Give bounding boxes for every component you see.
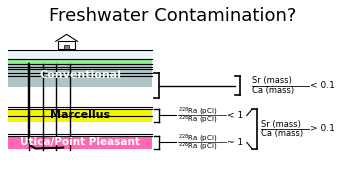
FancyBboxPatch shape: [8, 63, 152, 67]
Text: > 0.1: > 0.1: [310, 124, 335, 133]
Text: < 1: < 1: [227, 111, 244, 120]
FancyBboxPatch shape: [8, 63, 152, 87]
Text: < 0.1: < 0.1: [310, 81, 335, 90]
Text: Marcellus: Marcellus: [50, 110, 110, 120]
Text: Utica/Point Pleasant: Utica/Point Pleasant: [20, 137, 140, 147]
FancyBboxPatch shape: [58, 41, 75, 49]
Text: $^{228}$Ra (pCi): $^{228}$Ra (pCi): [178, 105, 217, 118]
Text: Conventional: Conventional: [39, 70, 121, 80]
Text: Sr (mass): Sr (mass): [261, 120, 300, 129]
Text: Sr (mass): Sr (mass): [252, 77, 292, 85]
FancyBboxPatch shape: [8, 50, 152, 61]
Text: Ca (mass): Ca (mass): [261, 129, 303, 138]
FancyBboxPatch shape: [64, 45, 69, 49]
Text: Freshwater Contamination?: Freshwater Contamination?: [49, 7, 297, 25]
Text: ~ 1: ~ 1: [227, 138, 243, 147]
Text: $^{226}$Ra (pCi): $^{226}$Ra (pCi): [178, 140, 217, 153]
FancyBboxPatch shape: [8, 59, 152, 64]
FancyBboxPatch shape: [8, 109, 152, 122]
Text: Ca (mass): Ca (mass): [252, 86, 294, 95]
Text: $^{228}$Ra (pCi): $^{228}$Ra (pCi): [178, 132, 217, 145]
Text: $^{226}$Ra (pCi): $^{226}$Ra (pCi): [178, 113, 217, 126]
FancyBboxPatch shape: [8, 136, 152, 149]
